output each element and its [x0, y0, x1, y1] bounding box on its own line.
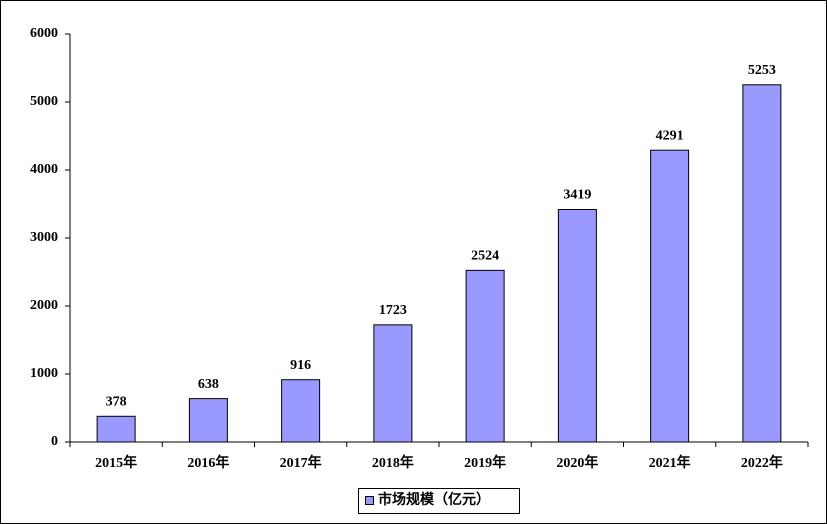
x-tick-label: 2016年 — [187, 454, 229, 471]
data-label: 5253 — [748, 63, 776, 78]
bar — [373, 324, 413, 443]
y-tick-label: 1000 — [30, 366, 58, 381]
x-tick-label: 2022年 — [741, 454, 783, 471]
legend-box — [358, 488, 520, 514]
x-tick-label: 2018年 — [372, 454, 414, 471]
data-label: 916 — [290, 358, 311, 373]
x-tick-label: 2019年 — [464, 454, 506, 471]
y-tick-label: 3000 — [30, 230, 58, 245]
x-tick-label: 2020年 — [556, 454, 598, 471]
bar — [742, 84, 782, 443]
y-tick-label: 2000 — [30, 298, 58, 313]
bar — [557, 209, 597, 443]
x-tick-label: 2021年 — [649, 454, 691, 471]
y-tick-label: 6000 — [30, 26, 58, 41]
bar — [650, 149, 690, 443]
bar — [465, 269, 505, 443]
data-label: 378 — [106, 395, 127, 410]
y-tick-label: 4000 — [30, 162, 58, 177]
legend-swatch — [365, 496, 374, 505]
data-label: 1723 — [379, 303, 407, 318]
data-label: 4291 — [656, 128, 684, 143]
x-tick-label: 2017年 — [280, 454, 322, 471]
legend-label: 市场规模（亿元） — [378, 491, 490, 508]
data-label: 638 — [198, 377, 219, 392]
bar — [96, 415, 136, 443]
x-tick-label: 2015年 — [95, 454, 137, 471]
y-tick-label: 0 — [51, 434, 58, 449]
bar — [281, 379, 321, 443]
bar — [188, 398, 228, 443]
data-label: 3419 — [563, 188, 591, 203]
data-label: 2524 — [471, 249, 499, 264]
y-tick-label: 5000 — [30, 94, 58, 109]
